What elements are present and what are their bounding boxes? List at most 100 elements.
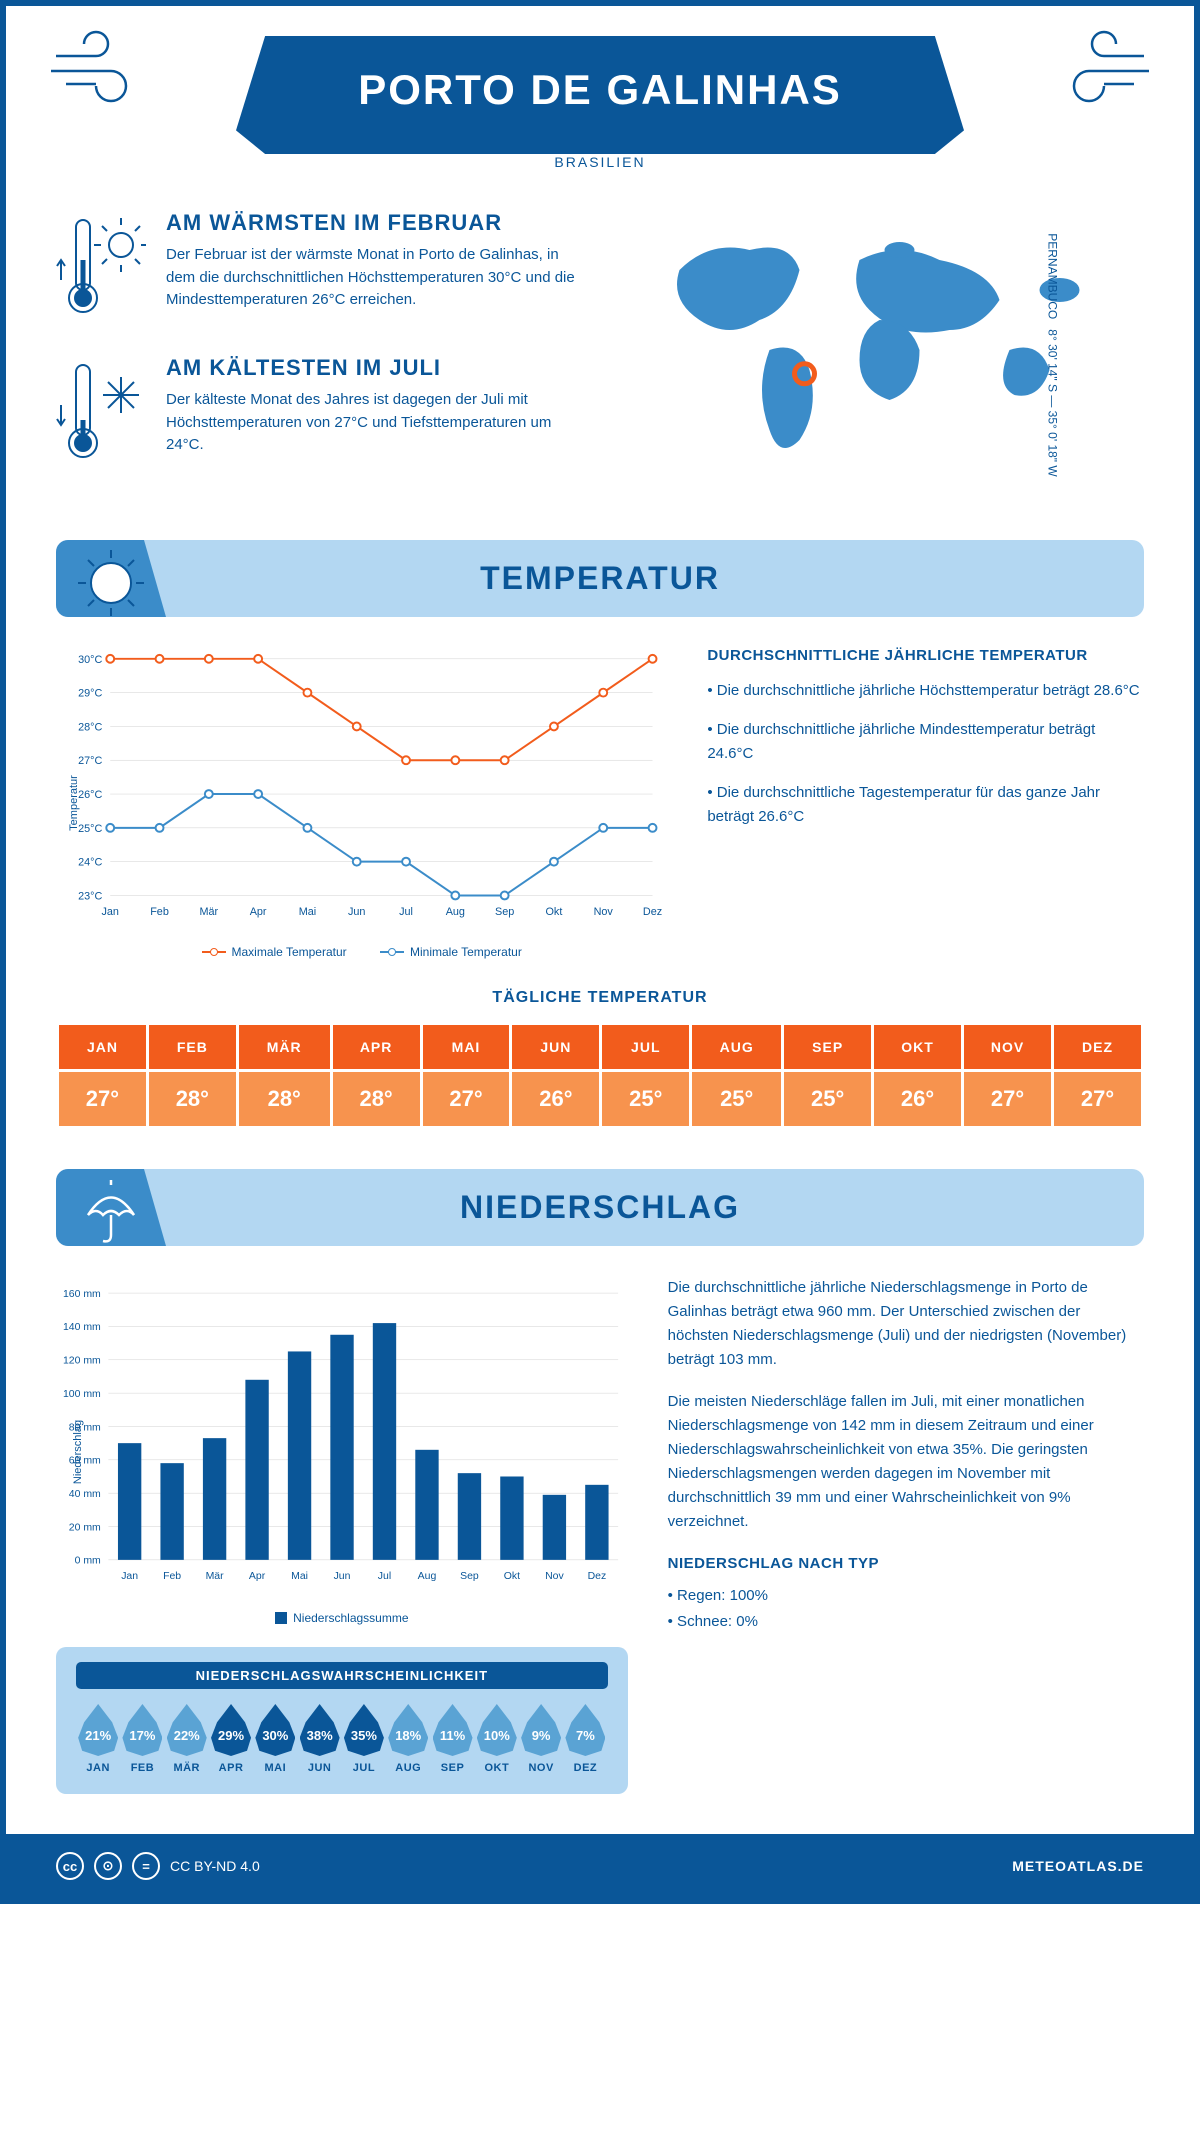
table-cell: JUN	[511, 1024, 601, 1071]
table-cell: 27°	[421, 1071, 511, 1128]
table-cell: OKT	[873, 1024, 963, 1071]
svg-text:29°C: 29°C	[78, 688, 102, 700]
svg-text:26°C: 26°C	[78, 789, 102, 801]
intro-section: AM WÄRMSTEN IM FEBRUAR Der Februar ist d…	[56, 210, 1144, 500]
thermometer-hot-icon	[56, 210, 146, 320]
table-cell: JAN	[58, 1024, 148, 1071]
svg-text:Dez: Dez	[588, 1571, 607, 1582]
svg-text:Sep: Sep	[460, 1571, 479, 1582]
thermometer-cold-icon	[56, 355, 146, 465]
svg-text:Jan: Jan	[121, 1571, 138, 1582]
table-cell: 25°	[601, 1071, 691, 1128]
probability-drop: 10%OKT	[475, 1704, 519, 1774]
table-cell: 28°	[147, 1071, 237, 1128]
coordinates: PERNAMBUCO 8° 30' 14" S — 35° 0' 18" W	[1045, 233, 1059, 476]
svg-text:Jul: Jul	[399, 906, 413, 918]
probability-drop: 17%FEB	[120, 1704, 164, 1774]
precipitation-text: Die durchschnittliche jährliche Niedersc…	[668, 1276, 1144, 1794]
svg-text:40 mm: 40 mm	[69, 1489, 101, 1500]
svg-text:Mär: Mär	[206, 1571, 225, 1582]
precipitation-probability: NIEDERSCHLAGSWAHRSCHEINLICHKEIT 21%JAN17…	[56, 1647, 628, 1794]
coldest-heading: AM KÄLTESTEN IM JULI	[166, 355, 585, 381]
warmest-heading: AM WÄRMSTEN IM FEBRUAR	[166, 210, 585, 236]
svg-text:27°C: 27°C	[78, 755, 102, 767]
table-cell: 27°	[58, 1071, 148, 1128]
svg-text:Nov: Nov	[545, 1571, 564, 1582]
svg-text:28°C: 28°C	[78, 721, 102, 733]
table-cell: APR	[331, 1024, 421, 1071]
svg-text:25°C: 25°C	[78, 823, 102, 835]
table-cell: 28°	[331, 1071, 421, 1128]
svg-text:Okt: Okt	[504, 1571, 520, 1582]
svg-text:Jan: Jan	[101, 906, 118, 918]
table-cell: AUG	[691, 1024, 783, 1071]
table-cell: 26°	[873, 1071, 963, 1128]
footer: cc ⊙ = CC BY-ND 4.0 METEOATLAS.DE	[6, 1834, 1194, 1898]
temperature-title: TEMPERATUR	[56, 560, 1144, 597]
svg-text:24°C: 24°C	[78, 857, 102, 869]
svg-text:Feb: Feb	[150, 906, 169, 918]
header-banner: PORTO DE GALINHAS	[236, 36, 964, 154]
svg-text:Mär: Mär	[200, 906, 219, 918]
coldest-body: Der kälteste Monat des Jahres ist dagege…	[166, 389, 585, 457]
table-cell: 28°	[237, 1071, 331, 1128]
svg-text:160 mm: 160 mm	[63, 1289, 101, 1300]
probability-drop: 22%MÄR	[165, 1704, 209, 1774]
page-title: PORTO DE GALINHAS	[236, 66, 964, 114]
table-cell: FEB	[147, 1024, 237, 1071]
probability-drop: 38%JUN	[297, 1704, 341, 1774]
svg-text:100 mm: 100 mm	[63, 1389, 101, 1400]
svg-text:Apr: Apr	[249, 1571, 266, 1582]
svg-text:Okt: Okt	[546, 906, 563, 918]
probability-drop: 9%NOV	[519, 1704, 563, 1774]
probability-drop: 7%DEZ	[563, 1704, 607, 1774]
daily-temp-title: TÄGLICHE TEMPERATUR	[56, 989, 1144, 1007]
cc-icon: cc	[56, 1852, 84, 1880]
probability-drop: 11%SEP	[430, 1704, 474, 1774]
table-cell: DEZ	[1053, 1024, 1143, 1071]
svg-text:Sep: Sep	[495, 906, 514, 918]
probability-drop: 29%APR	[209, 1704, 253, 1774]
svg-text:Nov: Nov	[594, 906, 614, 918]
precipitation-section-header: NIEDERSCHLAG	[56, 1169, 1144, 1246]
svg-text:140 mm: 140 mm	[63, 1322, 101, 1333]
table-cell: SEP	[783, 1024, 873, 1071]
nd-icon: =	[132, 1852, 160, 1880]
warmest-fact: AM WÄRMSTEN IM FEBRUAR Der Februar ist d…	[56, 210, 585, 325]
svg-text:Feb: Feb	[163, 1571, 181, 1582]
infographic-frame: PORTO DE GALINHAS BRASILIEN	[0, 0, 1200, 1904]
temperature-chart: Temperatur 23°C24°C25°C26°C27°C28°C29°C3…	[56, 647, 667, 959]
probability-drop: 21%JAN	[76, 1704, 120, 1774]
table-cell: 26°	[511, 1071, 601, 1128]
wind-icon-left	[46, 26, 166, 106]
table-cell: MÄR	[237, 1024, 331, 1071]
world-map: PERNAMBUCO 8° 30' 14" S — 35° 0' 18" W	[615, 210, 1144, 500]
svg-text:20 mm: 20 mm	[69, 1522, 101, 1533]
coldest-fact: AM KÄLTESTEN IM JULI Der kälteste Monat …	[56, 355, 585, 470]
table-cell: 27°	[1053, 1071, 1143, 1128]
umbrella-icon	[76, 1177, 146, 1246]
precipitation-chart: Niederschlag 0 mm20 mm40 mm60 mm80 mm100…	[56, 1276, 628, 1627]
warmest-body: Der Februar ist der wärmste Monat in Por…	[166, 244, 585, 312]
svg-text:120 mm: 120 mm	[63, 1356, 101, 1367]
svg-text:Jun: Jun	[334, 1571, 351, 1582]
svg-text:Mai: Mai	[299, 906, 316, 918]
svg-text:Jul: Jul	[378, 1571, 391, 1582]
svg-text:30°C: 30°C	[78, 654, 102, 666]
temperature-section-header: TEMPERATUR	[56, 540, 1144, 617]
temperature-stats: DURCHSCHNITTLICHE JÄHRLICHE TEMPERATUR •…	[707, 647, 1144, 959]
table-cell: MAI	[421, 1024, 511, 1071]
svg-text:Mai: Mai	[291, 1571, 308, 1582]
svg-text:Apr: Apr	[250, 906, 267, 918]
svg-text:Aug: Aug	[446, 906, 465, 918]
svg-text:Jun: Jun	[348, 906, 365, 918]
site-name: METEOATLAS.DE	[1012, 1858, 1144, 1874]
precipitation-title: NIEDERSCHLAG	[56, 1189, 1144, 1226]
wind-icon-right	[1034, 26, 1154, 106]
table-cell: 27°	[962, 1071, 1052, 1128]
by-icon: ⊙	[94, 1852, 122, 1880]
svg-text:0 mm: 0 mm	[75, 1556, 101, 1567]
table-cell: JUL	[601, 1024, 691, 1071]
table-cell: 25°	[691, 1071, 783, 1128]
svg-text:Dez: Dez	[643, 906, 662, 918]
